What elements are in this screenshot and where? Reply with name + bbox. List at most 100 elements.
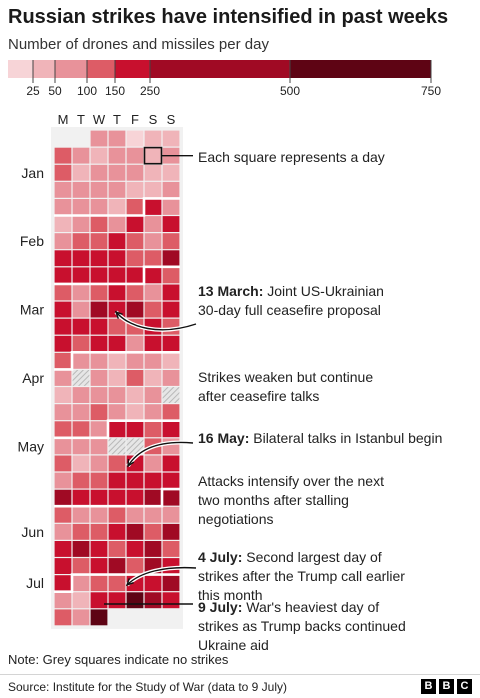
day-cell [90,592,108,609]
arrow-13-march [115,311,197,331]
day-cell [108,541,126,557]
day-cell [144,199,162,215]
day-cell [72,233,90,250]
day-cell [162,181,180,198]
day-cell [162,489,180,506]
month-separator [54,197,180,217]
month-label: Jan [21,165,44,181]
day-cell [162,318,180,335]
day-cell [90,387,108,403]
day-cell [90,352,108,369]
day-cell [90,301,108,318]
day-cell [126,370,144,386]
day-cell [144,181,162,198]
day-cell [72,284,90,301]
day-cell [54,421,72,438]
day-cell [72,472,90,489]
day-cell [162,455,180,472]
day-cell [144,455,162,472]
day-cell [72,438,90,455]
month-label: Feb [20,233,44,249]
legend-swatch [290,60,431,78]
day-cell [162,541,180,557]
arrow-16-may [127,441,194,467]
day-cell [162,387,180,403]
day-cell [54,404,72,421]
day-cell [144,472,162,489]
day-cell [144,541,162,557]
day-cell [144,404,162,421]
day-cell [108,421,126,438]
day-cell [90,164,108,181]
arrow-head-4-july [125,578,134,587]
legend-tick-label: 50 [48,84,62,98]
day-cell [126,199,144,215]
day-cell [162,250,180,267]
day-cell [162,421,180,438]
day-cell [72,523,90,540]
legend-tick-label: 100 [77,84,97,98]
day-cell [162,130,180,147]
annotation-9-july: 9 July: War's heaviest day of strikes as … [198,599,406,650]
month-label: Jun [21,524,44,540]
day-cell [54,541,72,557]
day-cell [72,216,90,232]
day-cell [54,233,72,250]
day-cell [54,301,72,318]
legend-swatch [55,60,87,78]
day-cell [54,335,72,352]
day-cell [54,438,72,455]
legend-swatch [33,60,55,78]
day-cell [126,267,144,284]
legend-tick-label: 150 [105,84,125,98]
annotation-attacks-intensify: Attacks intensify over the next two month… [198,473,384,527]
day-cell [126,216,144,232]
day-cell [90,147,108,164]
day-cell [126,472,144,489]
day-cell [108,216,126,232]
day-cell [162,199,180,215]
day-cell [108,558,126,574]
day-cell [90,199,108,215]
day-cell [72,147,90,164]
day-cell [54,489,72,506]
month-separator [54,573,180,593]
day-cell [90,575,108,592]
day-cell [126,558,144,574]
day-cell [90,233,108,250]
day-cell [126,284,144,301]
day-cell [108,575,126,592]
day-cell [54,250,72,267]
legend-swatch [87,60,115,78]
legend-swatch [8,60,33,78]
day-cell [90,455,108,472]
day-cell [108,352,126,369]
day-cell [108,267,126,284]
day-cell [54,558,72,574]
day-cell [108,523,126,540]
bbc-logo: B B C [421,679,472,694]
arrow-head-16-may [127,458,135,468]
day-cell [108,250,126,267]
day-cell [108,455,126,472]
day-cell [144,523,162,540]
day-cell [162,352,180,369]
footer-divider [0,674,480,675]
weekday-label: S [149,112,158,127]
day-cell [54,216,72,232]
day-cell [54,318,72,335]
day-cell [72,181,90,198]
month-label: Jul [26,575,44,591]
day-cell [162,233,180,250]
day-cell [162,216,180,232]
bbc-logo-letter: C [457,679,472,694]
day-cell [72,250,90,267]
annotation-each-square: Each square represents a day [198,149,385,165]
day-cell [90,370,108,386]
legend-tick-label: 25 [26,84,40,98]
day-cell [54,370,72,386]
weekday-label: T [113,112,121,127]
day-cell [108,199,126,215]
day-cell [108,164,126,181]
